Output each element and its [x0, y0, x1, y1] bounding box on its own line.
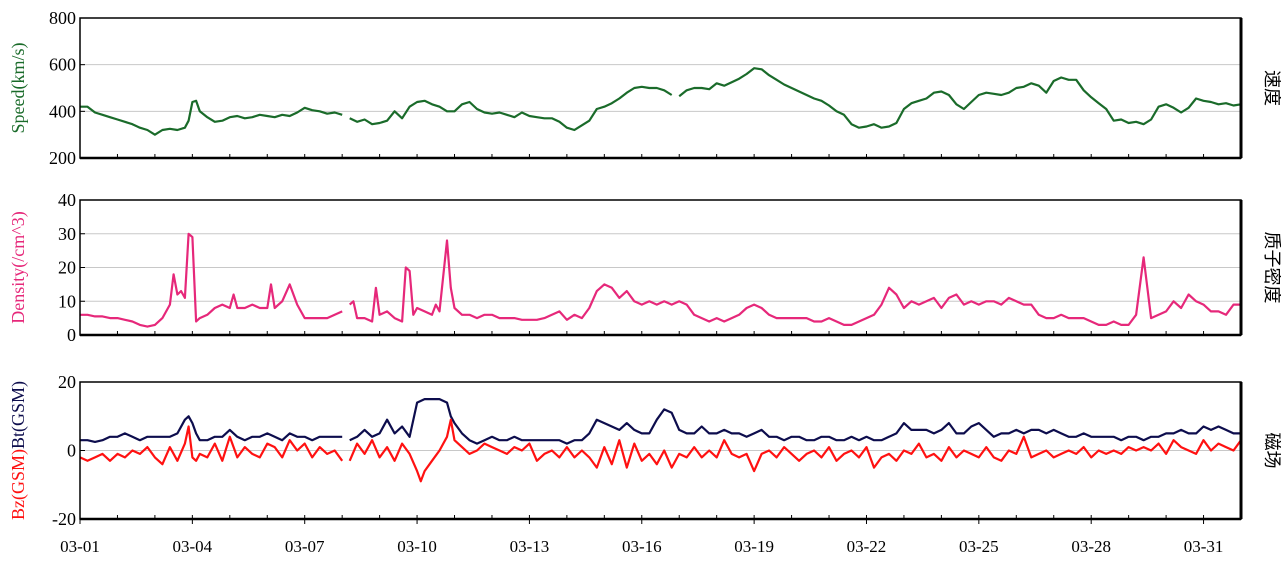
y-axis-label-part: Bz(GSM) — [8, 449, 29, 520]
x-tick-label: 03-31 — [1184, 537, 1224, 556]
x-tick-label: 03-22 — [847, 537, 887, 556]
right-panel-label: 质子密度 — [1262, 232, 1281, 304]
x-tick-label: 03-07 — [285, 537, 325, 556]
bt-line-0 — [80, 415, 343, 443]
speed-line-0 — [80, 99, 343, 136]
y-axis-label: Speed(km/s) — [8, 43, 29, 134]
panel-0: 200 400 600 800 Speed(km/s) 速度 — [8, 8, 1281, 168]
x-tick-label: 03-19 — [734, 537, 774, 556]
right-panel-label: 磁场 — [1262, 433, 1281, 469]
y-tick-label: 800 — [49, 8, 76, 28]
y-tick-label: 40 — [58, 190, 76, 210]
y-tick-label: 400 — [49, 101, 76, 121]
speed-line-2 — [678, 67, 1242, 129]
y-tick-label: 30 — [58, 224, 76, 244]
y-axis-label: Density(/cm^3) — [8, 211, 29, 323]
y-tick-label: 10 — [58, 291, 76, 311]
y-tick-label: 0 — [67, 441, 76, 461]
speed-line-1 — [349, 85, 673, 132]
y-tick-label: 600 — [49, 55, 76, 75]
y-tick-label: 20 — [58, 258, 76, 278]
x-tick-label: 03-01 — [60, 537, 100, 556]
x-tick-label: 03-10 — [397, 537, 437, 556]
y-tick-label: 0 — [67, 325, 76, 345]
right-panel-label: 速度 — [1262, 70, 1281, 106]
bz-line-0 — [79, 425, 344, 466]
y-tick-label: -20 — [52, 509, 76, 529]
x-tick-label: 03-13 — [510, 537, 550, 556]
y-tick-label: 20 — [58, 372, 76, 392]
x-tick-label: 03-25 — [959, 537, 999, 556]
bz-line-1 — [348, 418, 1242, 483]
y-axis-label-part: Bt(GSM) — [8, 381, 29, 449]
density-line-1 — [348, 239, 1241, 326]
x-tick-label: 03-16 — [622, 537, 662, 556]
x-tick-label: 03-28 — [1071, 537, 1111, 556]
bt-line-1 — [349, 398, 1241, 445]
density-line-0 — [80, 232, 343, 328]
y-axis-label: Bz(GSM)Bt(GSM) — [8, 381, 29, 520]
x-tick-label: 03-04 — [173, 537, 213, 556]
y-tick-label: 200 — [49, 148, 76, 168]
panel-1: 0 10 20 30 40 Density(/cm^3) 质子密度 — [8, 190, 1281, 345]
panel-2: -20 0 20 Bz(GSM)Bt(GSM) 磁场 — [8, 372, 1281, 529]
